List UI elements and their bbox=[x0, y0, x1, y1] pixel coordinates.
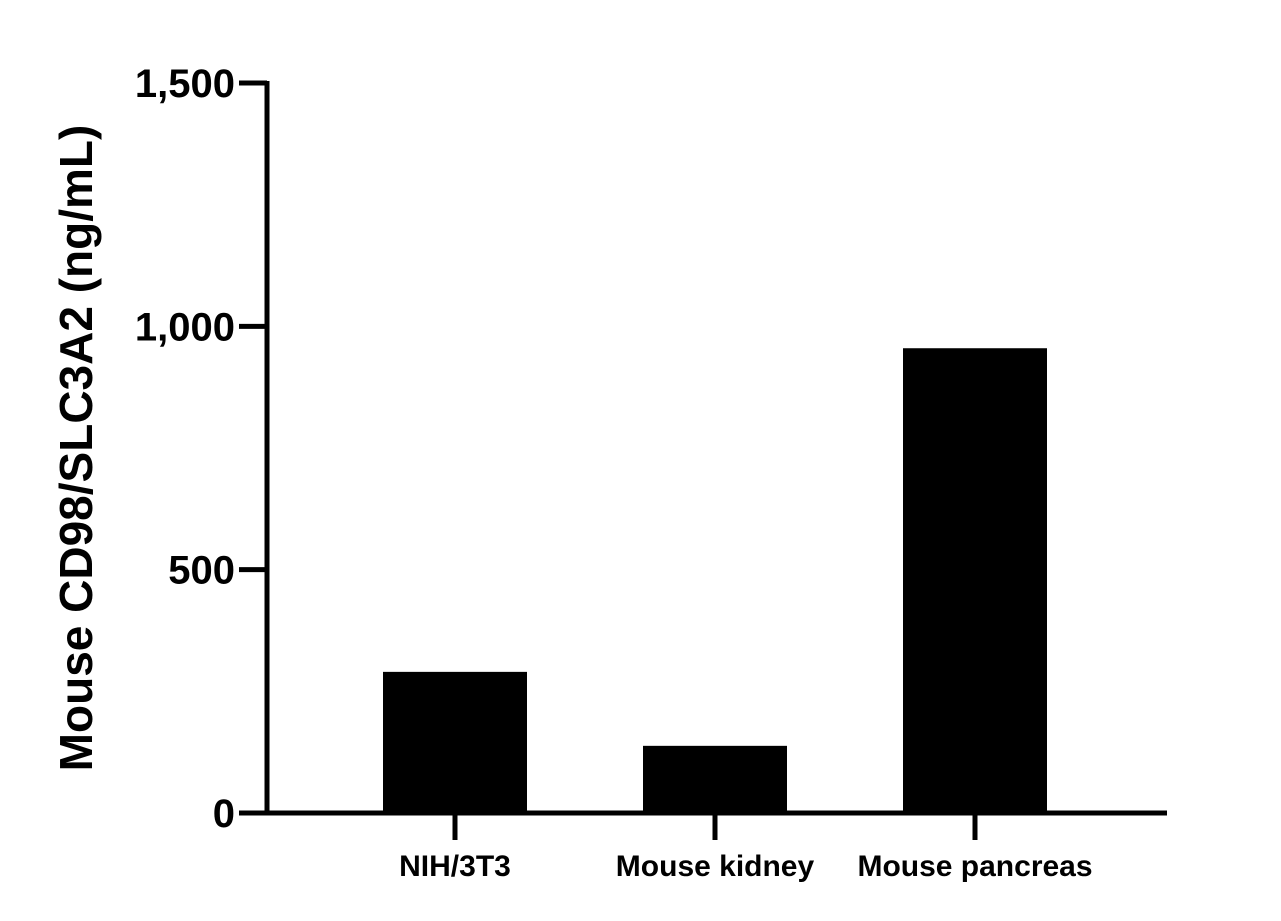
bar-mouse-pancreas bbox=[903, 348, 1047, 813]
y-axis-ticks: 0 500 1,000 1,500 bbox=[135, 62, 267, 836]
y-tick-label: 1,500 bbox=[135, 62, 235, 106]
x-axis-ticks: NIH/3T3 Mouse kidney Mouse pancreas bbox=[399, 813, 1093, 883]
bar-mouse-kidney bbox=[643, 745, 787, 813]
y-tick-label: 1,000 bbox=[135, 305, 235, 349]
x-tick-label: Mouse pancreas bbox=[857, 850, 1092, 883]
y-tick-label: 0 bbox=[213, 792, 235, 836]
x-tick-label: NIH/3T3 bbox=[399, 850, 511, 883]
bars-group bbox=[383, 348, 1047, 813]
y-axis-label: Mouse CD98/SLC3A2 (ng/mL) bbox=[50, 125, 102, 772]
x-tick-label: Mouse kidney bbox=[616, 850, 815, 883]
y-tick-label: 500 bbox=[168, 549, 235, 593]
bar-nih-3t3 bbox=[383, 671, 527, 813]
